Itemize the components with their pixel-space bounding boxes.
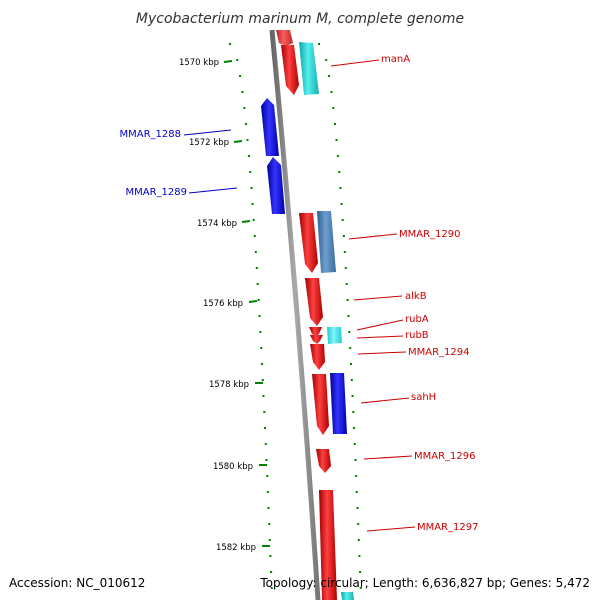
gene-label-text: MMAR_1296: [414, 451, 476, 462]
gene-label-text: rubA: [405, 314, 429, 325]
map-title: Mycobacterium marinum M, complete genome: [136, 11, 464, 27]
gene-label-MMAR_1294: MMAR_1294: [357, 347, 470, 358]
gene-arrow-rubB: [310, 335, 323, 344]
gene-label-MMAR_1297: MMAR_1297: [366, 522, 479, 533]
kbp-tick-1582: 1582 kbp: [216, 543, 270, 553]
gene-arrow-MMAR_1288: [261, 98, 279, 156]
gene-label-text: manA: [381, 54, 410, 65]
cog-block-cyan-bottom: [341, 592, 354, 600]
genome-backbone: [269, 29, 321, 600]
cog-block-light-cyan: [327, 327, 342, 344]
cog-block-blue: [330, 373, 347, 434]
kbp-tick-mark: [223, 60, 233, 63]
gene-label-manA: manA: [330, 54, 410, 67]
gene-label-leader: [348, 233, 398, 240]
kbp-tick-1576: 1576 kbp: [203, 299, 258, 309]
gene-arrow-alkB: [305, 278, 323, 326]
gene-label-MMAR_1296: MMAR_1296: [363, 451, 476, 462]
gene-label-leader: [356, 319, 404, 331]
accession-label: Accession: NC_010612: [9, 576, 146, 590]
gene-label-leader: [353, 295, 403, 301]
gene-arrow-MMAR_1297: [319, 490, 337, 600]
kbp-tick-1578: 1578 kbp: [209, 380, 263, 390]
kbp-tick-label: 1570 kbp: [179, 58, 219, 68]
cog-block-steel-blue: [317, 211, 336, 273]
kbp-tick-1570: 1570 kbp: [179, 58, 233, 68]
kbp-tick-label: 1580 kbp: [213, 462, 253, 472]
gene-label-leader: [366, 526, 416, 532]
gene-label-MMAR_1290: MMAR_1290: [348, 229, 461, 240]
gene-label-leader: [188, 187, 238, 194]
kbp-tick-mark: [241, 220, 251, 223]
gene-label-rubB: rubB: [356, 330, 429, 341]
gene-label-leader: [357, 351, 407, 355]
gene-label-leader: [363, 455, 413, 460]
gene-arrow-MMAR_1294: [310, 344, 325, 370]
gene-label-sahH: sahH: [360, 392, 436, 404]
gene-label-leader: [356, 335, 404, 339]
gene-arrow-MMAR_1290: [299, 213, 318, 273]
gc-content-ticks: [229, 43, 273, 589]
gene-label-text: MMAR_1289: [126, 187, 188, 198]
gene-label-text: MMAR_1297: [417, 522, 479, 533]
kbp-tick-1580: 1580 kbp: [213, 462, 267, 472]
cog-block-cyan: [299, 42, 319, 95]
kbp-tick-1574: 1574 kbp: [197, 219, 251, 229]
kbp-tick-label: 1582 kbp: [216, 543, 256, 553]
kbp-tick-label: 1576 kbp: [203, 299, 243, 309]
gene-arrow-MMAR_1296: [316, 449, 331, 473]
kbp-ticks: 1570 kbp 1572 kbp 1574 kbp 1576 kbp 1578…: [179, 58, 270, 553]
gene-arrow-MMAR_1289: [267, 157, 285, 214]
gene-label-text: sahH: [411, 392, 436, 403]
gene-arrow-manA: [281, 45, 299, 95]
cog-blocks: [299, 42, 354, 600]
kbp-tick-1572: 1572 kbp: [189, 138, 243, 148]
gene-label-text: MMAR_1290: [399, 229, 461, 240]
gene-label-leader: [360, 397, 410, 404]
kbp-tick-mark: [248, 300, 258, 303]
topology-label: Topology: circular; Length: 6,636,827 bp…: [260, 576, 590, 590]
gc-skew-ticks: [318, 43, 362, 589]
kbp-tick-mark: [233, 140, 243, 143]
gene-arrow-rubA: [309, 327, 322, 336]
gene-label-MMAR_1289: MMAR_1289: [126, 187, 238, 198]
kbp-tick-label: 1572 kbp: [189, 138, 229, 148]
gene-label-text: MMAR_1294: [408, 347, 470, 358]
gene-label-text: MMAR_1288: [120, 129, 182, 140]
gene-arrows: [261, 30, 337, 600]
gene-arrow-top-partial: [276, 30, 293, 46]
gene-label-text: alkB: [405, 291, 427, 302]
gene-label-MMAR_1288: MMAR_1288: [120, 129, 232, 140]
kbp-tick-label: 1578 kbp: [209, 380, 249, 390]
kbp-tick-label: 1574 kbp: [197, 219, 237, 229]
gene-labels: manA MMAR_1288 MMAR_1289 MMAR_1290 alkB …: [120, 54, 479, 533]
gene-label-leader: [330, 59, 380, 67]
gene-label-rubA: rubA: [356, 314, 429, 331]
gene-label-alkB: alkB: [353, 291, 427, 302]
gene-label-leader: [183, 129, 232, 136]
gene-label-text: rubB: [405, 330, 429, 341]
gene-arrow-sahH: [312, 374, 329, 435]
